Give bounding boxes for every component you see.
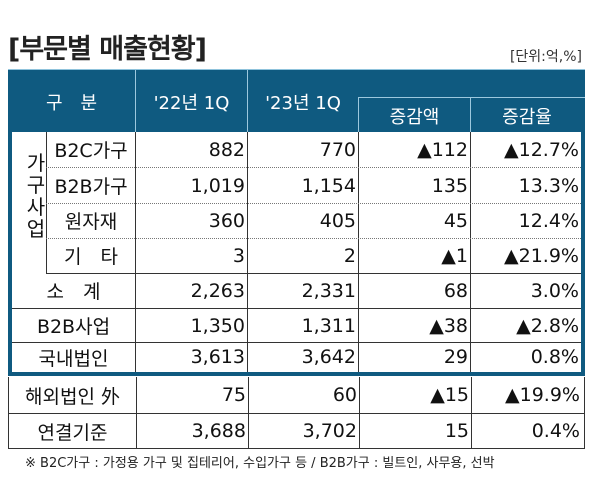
change-rate: 3.0% [530, 279, 579, 302]
footnote: ※ B2C가구 : 가정용 가구 및 집테리어, 수입가구 등 / B2B가구 … [25, 456, 495, 471]
row-label: B2B가구 [54, 176, 128, 198]
change-rate: ▲2.8% [516, 314, 579, 337]
change-amount: ▲38 [429, 314, 468, 337]
table-row: 국내법인 3,613 3,642 29 0.8% [12, 342, 581, 372]
row-label: 국내법인 [38, 347, 109, 370]
value-2023: 3,642 [301, 346, 356, 368]
header-divider [247, 70, 248, 133]
row-separator [46, 273, 581, 274]
header-divider [135, 70, 136, 133]
value-2022: 3,688 [191, 420, 246, 442]
group-label-char: 업 [26, 217, 46, 241]
table-row: B2B사업 1,350 1,311 ▲38 ▲2.8% [12, 308, 581, 343]
change-rate: 13.3% [518, 174, 579, 197]
table-body-frame: 가 구 사 업 B2C가구 882 770 ▲112 ▲12.7% B2B가구 … [8, 132, 585, 376]
group-label-char: 구 [26, 173, 46, 197]
value-2023: 2 [343, 244, 356, 267]
value-2023: 1,154 [301, 174, 356, 197]
change-rate: ▲21.9% [504, 244, 579, 267]
header-divider [470, 97, 471, 133]
group-label-char: 사 [26, 195, 46, 219]
value-2023: 405 [319, 209, 356, 232]
change-rate: ▲19.9% [505, 384, 580, 406]
value-2023: 60 [332, 384, 357, 406]
change-amount: 45 [443, 209, 468, 232]
change-amount: ▲1 [441, 244, 468, 267]
column-divider [247, 132, 248, 372]
group-divider [46, 132, 47, 273]
value-2022: 2,263 [190, 279, 245, 302]
group-label-furniture: 가 구 사 업 [24, 152, 48, 240]
header-2023: '23년 1Q [265, 92, 341, 114]
value-2022: 1,019 [190, 174, 245, 197]
value-2023: 770 [319, 138, 356, 161]
change-rate: 0.4% [531, 420, 580, 442]
table-header: 구 분 '22년 1Q '23년 1Q 증감액 증감율 [8, 69, 585, 133]
value-2023: 3,702 [302, 420, 357, 442]
row-separator [9, 413, 584, 414]
header-change-rate: 증감율 [502, 106, 552, 128]
header-category: 구 분 [45, 92, 98, 114]
row-separator-dotted [46, 167, 581, 168]
row-separator [12, 342, 581, 343]
value-2023: 1,311 [301, 314, 356, 337]
change-amount: ▲15 [430, 384, 469, 406]
table-body-lower: 해외법인 外 75 60 ▲15 ▲19.9% 연결기준 3,688 3,702… [8, 377, 585, 449]
page-title: [부문별 매출현황] [8, 34, 207, 65]
column-divider [471, 377, 472, 448]
row-separator-dotted [46, 203, 581, 204]
table-row: 원자재 360 405 45 12.4% [12, 203, 581, 238]
column-divider [358, 132, 359, 372]
change-amount: 135 [431, 174, 468, 197]
unit-label: [단위:억,%] [509, 49, 582, 65]
change-amount: 68 [443, 279, 468, 302]
table-row: 해외법인 外 75 60 ▲15 ▲19.9% [9, 377, 584, 413]
row-label: 기 타 [64, 246, 118, 268]
column-divider [470, 132, 471, 372]
value-2022: 75 [221, 384, 246, 406]
table-row: B2C가구 882 770 ▲112 ▲12.7% [12, 132, 581, 167]
value-2023: 2,331 [301, 279, 356, 302]
change-rate: 0.8% [530, 346, 579, 368]
header-change-amount: 증감액 [389, 106, 440, 128]
change-amount: ▲112 [417, 138, 468, 161]
row-separator [12, 308, 581, 309]
row-separator-dotted [46, 238, 581, 239]
change-rate: 12.4% [518, 209, 579, 232]
change-amount: 15 [444, 420, 469, 442]
table-row-subtotal: 소 계 2,263 2,331 68 3.0% [12, 273, 581, 308]
header-subline [358, 97, 585, 98]
change-amount: 29 [443, 346, 468, 368]
row-label: B2C가구 [54, 140, 128, 162]
group-label-char: 가 [26, 151, 46, 175]
value-2022: 3 [232, 244, 245, 267]
column-divider [136, 377, 137, 448]
column-divider [135, 132, 136, 372]
header-divider [358, 97, 359, 133]
column-divider [248, 377, 249, 448]
value-2022: 360 [208, 209, 245, 232]
table-row: 기 타 3 2 ▲1 ▲21.9% [12, 238, 581, 273]
header-2022: '22년 1Q [153, 92, 230, 114]
row-label: 원자재 [64, 211, 118, 233]
row-label: 해외법인 外 [25, 385, 120, 408]
change-rate: ▲12.7% [504, 138, 579, 161]
value-2022: 3,613 [190, 346, 245, 368]
row-label: B2B사업 [36, 316, 111, 338]
column-divider [359, 377, 360, 448]
table-row-total: 연결기준 3,688 3,702 15 0.4% [9, 414, 584, 448]
table-row: B2B가구 1,019 1,154 135 13.3% [12, 168, 581, 203]
row-label: 연결기준 [37, 421, 108, 444]
row-label: 소 계 [46, 281, 101, 303]
value-2022: 1,350 [190, 314, 245, 337]
value-2022: 882 [208, 138, 245, 161]
